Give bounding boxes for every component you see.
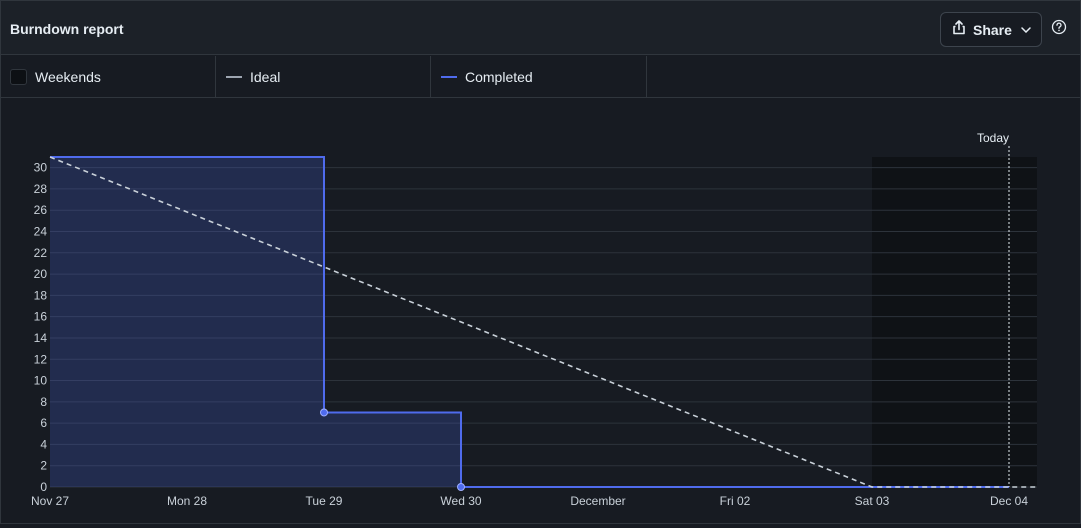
share-button[interactable]: Share	[940, 12, 1042, 47]
x-tick-label: Fri 02	[720, 494, 751, 508]
legend-label-ideal: Ideal	[250, 68, 281, 85]
report-header: Burndown report Share	[1, 1, 1080, 55]
share-button-label: Share	[973, 21, 1012, 38]
y-tick-label: 26	[34, 203, 48, 217]
ideal-line	[49, 156, 1037, 488]
completed-area	[50, 157, 1009, 487]
x-tick-label: Mon 28	[167, 494, 207, 508]
x-tick-label: Sat 03	[855, 494, 890, 508]
weekend-band	[872, 157, 1037, 487]
completed-point	[457, 483, 465, 491]
completed-line	[50, 156, 1009, 488]
legend-label-completed: Completed	[465, 68, 533, 85]
completed-point	[320, 408, 328, 417]
y-tick-label: 22	[34, 246, 48, 260]
legend-item-ideal[interactable]: Ideal	[216, 56, 431, 97]
y-tick-label: 10	[34, 374, 48, 388]
y-tick-label: 28	[34, 182, 48, 196]
legend-label-weekends: Weekends	[35, 68, 101, 85]
completed-swatch	[441, 75, 457, 78]
chevron-down-icon	[1021, 26, 1031, 33]
x-tick-label: Nov 27	[31, 494, 69, 508]
y-tick-label: 24	[34, 225, 48, 239]
legend-item-weekends[interactable]: Weekends	[1, 56, 216, 97]
weekends-swatch	[10, 68, 27, 85]
legend-item-completed[interactable]: Completed	[431, 56, 647, 97]
y-tick-label: 30	[34, 161, 48, 175]
today-label: Today	[977, 131, 1009, 145]
y-tick-label: 16	[34, 310, 48, 324]
ideal-swatch	[226, 75, 242, 78]
y-tick-label: 8	[40, 395, 47, 409]
y-tick-label: 2	[40, 459, 47, 473]
chart-legend: Weekends Ideal Completed	[1, 56, 1080, 98]
x-tick-label: December	[570, 494, 625, 508]
y-tick-label: 18	[34, 288, 48, 302]
x-tick-label: Tue 29	[306, 494, 343, 508]
share-icon	[952, 19, 966, 40]
y-tick-label: 6	[40, 416, 47, 430]
page-title: Burndown report	[10, 21, 124, 37]
y-tick-label: 14	[34, 331, 48, 345]
y-tick-label: 4	[40, 437, 47, 451]
question-circle-icon[interactable]	[1051, 19, 1067, 35]
x-tick-label: Wed 30	[440, 494, 481, 508]
y-tick-label: 12	[34, 352, 48, 366]
burndown-chart: 0 2 4 6 8 10 12 14 16 18 20 22 24 26 28 30 Nov 27 Mon 28 T…	[1, 98, 1080, 523]
x-tick-label: Dec 04	[990, 494, 1028, 508]
y-tick-label: 0	[40, 480, 47, 494]
y-tick-label: 20	[34, 267, 48, 281]
